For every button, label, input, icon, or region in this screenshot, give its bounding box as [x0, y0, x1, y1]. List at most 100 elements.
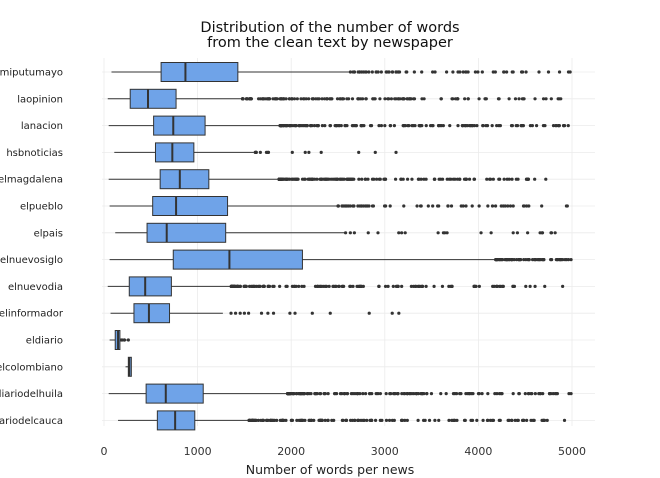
outlier-point — [364, 97, 368, 101]
outlier-point — [344, 418, 349, 422]
outlier-point — [456, 97, 460, 101]
x-tick-label: 0 — [101, 445, 108, 458]
outlier-point — [400, 231, 404, 235]
y-tick-label: elcolombiano — [0, 362, 63, 373]
outlier-point — [377, 284, 381, 288]
outlier-point — [549, 258, 553, 262]
outlier-point — [513, 418, 517, 422]
outlier-point — [559, 258, 563, 262]
outlier-point — [270, 418, 274, 422]
outlier-point — [380, 418, 384, 422]
outlier-point — [315, 177, 319, 181]
outlier-point — [511, 284, 515, 288]
outlier-point — [480, 70, 484, 74]
outlier-point — [403, 124, 407, 128]
outlier-point — [391, 284, 395, 288]
outlier-point — [440, 177, 445, 181]
box-iqr — [145, 383, 204, 404]
outlier-point — [323, 284, 328, 288]
outlier-point — [544, 97, 548, 101]
outlier-point — [292, 177, 297, 181]
outlier-point — [297, 284, 301, 288]
outlier-point — [320, 97, 324, 101]
outlier-point — [517, 392, 521, 396]
outlier-point — [433, 177, 437, 181]
outlier-point — [392, 124, 396, 128]
outlier-point — [299, 418, 304, 422]
outlier-point — [549, 97, 553, 101]
outlier-point — [361, 284, 365, 288]
outlier-point — [510, 177, 514, 181]
outlier-point — [470, 204, 474, 208]
outlier-point — [407, 97, 411, 101]
outlier-point — [351, 284, 355, 288]
outlier-point — [335, 97, 340, 101]
y-tick-label: lanacion — [21, 121, 63, 132]
outlier-point — [472, 177, 476, 181]
outlier-point — [302, 392, 306, 396]
outlier-point — [495, 124, 499, 128]
outlier-point — [337, 124, 341, 128]
outlier-point — [303, 177, 307, 181]
outlier-point — [350, 124, 355, 128]
outlier-point — [553, 231, 557, 235]
outlier-point — [513, 97, 518, 101]
outlier-point — [347, 97, 351, 101]
outlier-point — [352, 177, 356, 181]
outlier-point — [338, 177, 342, 181]
outlier-point — [229, 311, 233, 315]
outlier-point — [551, 124, 556, 128]
outlier-point — [469, 392, 474, 396]
outlier-point — [356, 70, 360, 74]
outlier-point — [363, 204, 368, 208]
outlier-point — [272, 284, 276, 288]
outlier-point — [373, 97, 377, 101]
outlier-point — [420, 70, 424, 74]
outlier-point — [387, 70, 391, 74]
outlier-point — [439, 124, 444, 128]
outlier-point — [473, 284, 477, 288]
outlier-point — [367, 204, 371, 208]
outlier-point — [547, 392, 552, 396]
outlier-point — [348, 231, 352, 235]
outlier-point — [390, 311, 394, 315]
outlier-point — [266, 311, 270, 315]
outlier-point — [515, 231, 520, 235]
outlier-point — [316, 124, 320, 128]
outlier-point — [540, 418, 544, 422]
box-eldiario — [109, 330, 130, 350]
outlier-point — [447, 418, 451, 422]
outlier-point — [454, 392, 459, 396]
outlier-point — [383, 177, 388, 181]
outlier-point — [357, 150, 361, 154]
outlier-point — [431, 204, 435, 208]
outlier-point — [378, 392, 383, 396]
outlier-point — [243, 284, 247, 288]
outlier-point — [425, 392, 429, 396]
outlier-point — [288, 124, 292, 128]
outlier-point — [523, 392, 527, 396]
outlier-point — [299, 124, 303, 128]
outlier-point — [314, 392, 318, 396]
outlier-point — [377, 124, 381, 128]
outlier-point — [495, 258, 499, 262]
outlier-point — [412, 70, 416, 74]
outlier-point — [363, 392, 368, 396]
outlier-point — [379, 70, 383, 74]
outlier-point — [464, 204, 468, 208]
outlier-point — [459, 392, 463, 396]
outlier-point — [405, 177, 410, 181]
outlier-point — [527, 258, 531, 262]
outlier-point — [437, 177, 441, 181]
outlier-point — [515, 258, 519, 262]
outlier-point — [397, 311, 401, 315]
outlier-point — [508, 204, 513, 208]
outlier-point — [388, 204, 392, 208]
outlier-point — [541, 97, 546, 101]
outlier-point — [389, 97, 394, 101]
outlier-point — [342, 177, 346, 181]
outlier-point — [541, 124, 546, 128]
outlier-point — [274, 97, 278, 101]
box-series — [107, 62, 573, 431]
outlier-point — [400, 284, 404, 288]
